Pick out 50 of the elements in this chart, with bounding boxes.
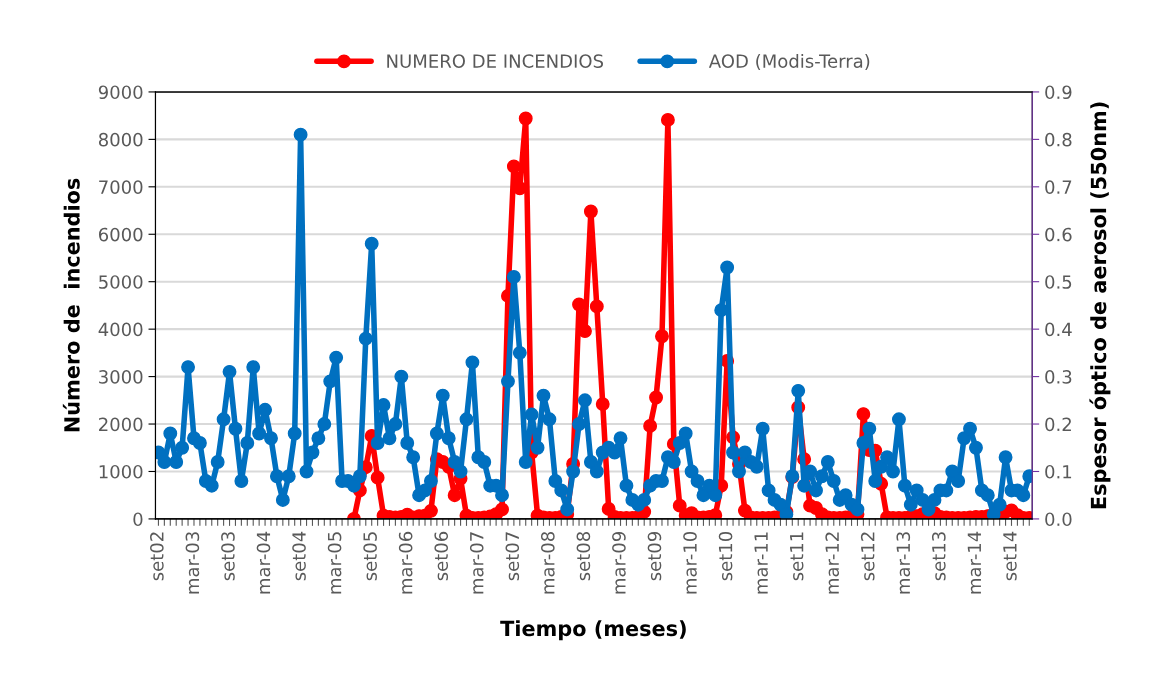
x-tick-label: mar-14 xyxy=(967,531,982,594)
y-tick-label: 7000 xyxy=(99,180,143,194)
x-tick-label: mar-04 xyxy=(256,531,271,594)
x-tick-label: mar-08 xyxy=(541,531,555,594)
x-tick-label: set09 xyxy=(647,532,662,581)
y-axis-title: Número de incendios xyxy=(62,178,80,432)
x-tick-label: mar-05 xyxy=(327,532,342,594)
y2-tick-label: 0.8 xyxy=(1045,132,1072,147)
y2-tick-label: 0.5 xyxy=(1045,275,1072,289)
y2-tick-label: 0.6 xyxy=(1045,227,1072,242)
x-tick-label: mar-11 xyxy=(754,532,768,594)
y2-tick-label: 0.3 xyxy=(1045,370,1072,384)
x-tick-label: mar-10 xyxy=(683,531,697,594)
y-tick-label: 1000 xyxy=(99,464,143,479)
y-tick-label: 5000 xyxy=(99,275,143,289)
y2-tick-label: 0.2 xyxy=(1045,417,1071,432)
x-tick-label: mar-13 xyxy=(896,532,911,594)
y-tick-label: 0 xyxy=(133,512,143,527)
x-tick-label: set07 xyxy=(505,532,520,581)
y-tick-label: 6000 xyxy=(98,227,143,242)
legend-label: AOD (Modis-Terra) xyxy=(708,53,870,71)
x-tick-label: set13 xyxy=(931,532,946,581)
x-tick-label: set08 xyxy=(576,531,591,581)
x-tick-label: set10 xyxy=(718,531,733,581)
y2-tick-label: 0.7 xyxy=(1045,180,1072,194)
x-tick-label: mar-12 xyxy=(825,532,840,594)
x-tick-label: set03 xyxy=(221,532,235,581)
x-tick-label: set04 xyxy=(292,531,306,581)
y-tick-label: 3000 xyxy=(99,370,143,384)
x-tick-label: set06 xyxy=(434,531,449,581)
y-tick-label: 4000 xyxy=(98,322,143,337)
x-tick-label: set12 xyxy=(860,532,875,581)
x-tick-label: mar-09 xyxy=(612,531,626,594)
y-tick-label: 2000 xyxy=(99,417,143,432)
x-tick-label: set05 xyxy=(363,532,377,581)
x-tick-label: mar-06 xyxy=(398,531,413,594)
y2-tick-label: 0.1 xyxy=(1045,464,1072,479)
x-tick-label: mar-03 xyxy=(185,532,200,594)
x-tick-label: mar-07 xyxy=(469,532,484,594)
x-axis-title: Tiempo (meses) xyxy=(500,620,686,641)
x-tick-label: set14 xyxy=(1003,531,1017,581)
y-tick-label: 8000 xyxy=(98,132,143,147)
y2-tick-label: 0.4 xyxy=(1045,322,1072,337)
y2-tick-label: 0.0 xyxy=(1045,512,1072,527)
y2-axis-title: Espesor óptico de aerosol (550nm) xyxy=(1089,102,1111,509)
x-tick-label: set11 xyxy=(790,532,804,581)
y2-tick-label: 0.9 xyxy=(1045,85,1072,100)
y-tick-label: 9000 xyxy=(98,85,143,100)
x-tick-label: set02 xyxy=(150,532,164,581)
legend-label: NUMERO DE INCENDIOS xyxy=(387,54,604,68)
